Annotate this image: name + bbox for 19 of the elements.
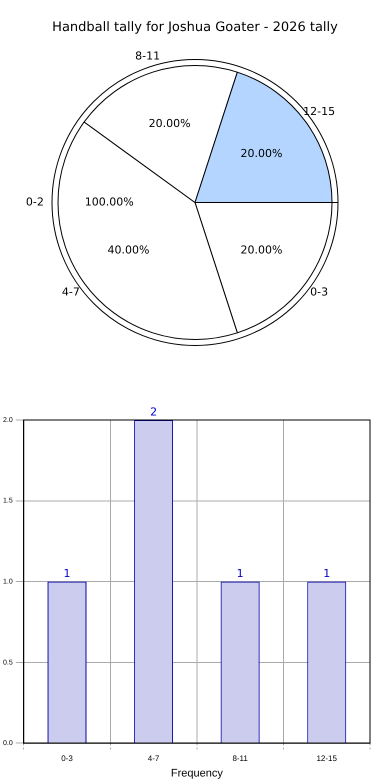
slice-label: 0-3 — [310, 286, 328, 299]
data-label: 20.00% — [148, 117, 191, 130]
x-tick-label: 12-15 — [316, 754, 338, 764]
data-label: 20.00% — [240, 147, 282, 160]
x-tick-label: 0-3 — [61, 754, 74, 764]
data-label: 1 — [323, 566, 330, 580]
data-label: 20.00% — [240, 244, 282, 257]
data-label: 40.00% — [108, 244, 150, 257]
data-label: 1 — [236, 566, 244, 580]
chart-title: Handball tally for Joshua Goater - 2026 tally — [51, 20, 339, 35]
slice-label: 8-11 — [135, 49, 160, 62]
x-tick-label: 8-11 — [232, 754, 248, 764]
data-label: 2 — [150, 405, 158, 418]
x-tick-label: 4-7 — [148, 754, 160, 764]
x-axis-title: Frequency — [170, 767, 224, 780]
text: 100.00% — [84, 195, 134, 208]
data-label: 1 — [64, 566, 71, 580]
slice-label: 4-7 — [62, 286, 80, 299]
category-label: 0-2 — [26, 195, 44, 208]
